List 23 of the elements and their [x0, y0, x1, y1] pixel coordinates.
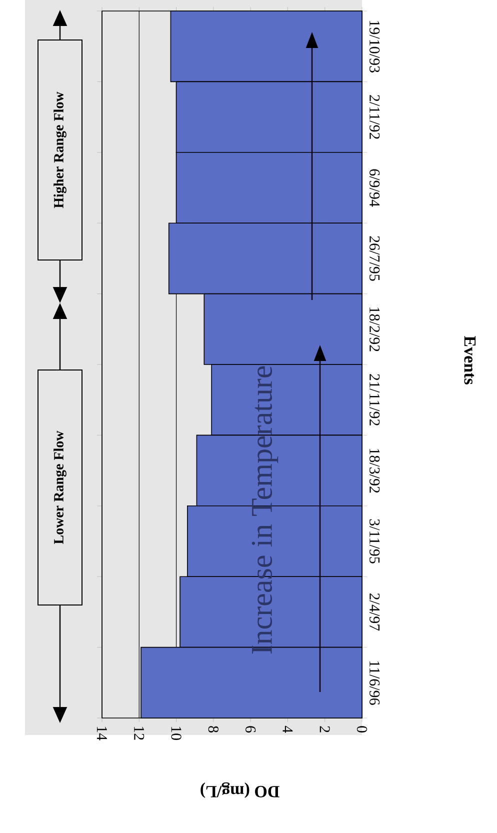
y-tick-label: 26/7/95 — [370, 236, 380, 281]
y-axis-title: Events — [464, 336, 476, 384]
x-tick-label: 6 — [246, 726, 256, 733]
x-tick-label: 0 — [356, 726, 368, 732]
y-tick-label: 6/9/94 — [370, 169, 380, 207]
x-axis-title: DO (mg/L) — [200, 782, 280, 798]
x-tick-label: 14 — [97, 726, 107, 740]
y-tick-label: 18/3/92 — [370, 448, 380, 493]
y-tick-label: 18/2/92 — [370, 308, 380, 352]
y-tick-label: 21/11/92 — [370, 374, 380, 426]
annotation: Increase in Temperature — [252, 366, 278, 654]
x-tick-label: 2 — [320, 726, 330, 732]
y-tick-label: 3/11/95 — [370, 519, 380, 564]
x-tick-label: 10 — [171, 726, 182, 740]
y-tick-label: 2/11/92 — [370, 95, 380, 139]
x-tick-label: 4 — [282, 726, 293, 733]
x-tick-label: 12 — [134, 726, 144, 740]
y-tick-label: 2/4/97 — [370, 593, 380, 631]
y-tick-label: 11/6/96 — [370, 661, 380, 705]
y-tick-label: 19/10/93 — [370, 21, 380, 72]
text: Higher Range Flow — [54, 92, 66, 208]
x-tick-label: 8 — [208, 726, 218, 732]
text: Lower Range Flow — [54, 430, 66, 544]
